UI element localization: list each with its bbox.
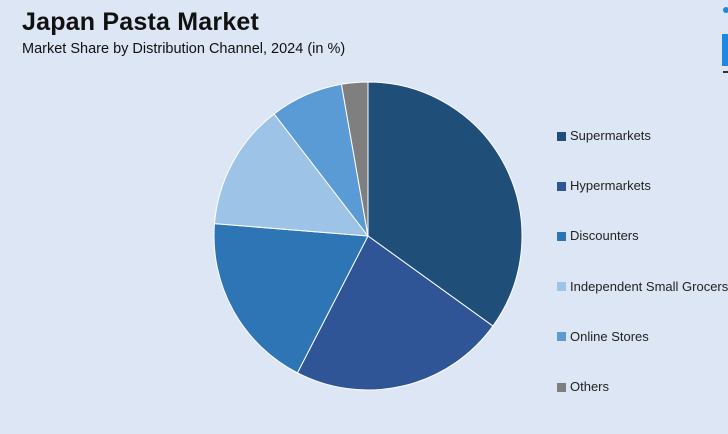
legend-swatch <box>557 131 566 141</box>
legend-item-independent-small-grocers: Independent Small Grocers <box>557 262 728 312</box>
legend-swatch <box>557 382 566 392</box>
legend-item-supermarkets: Supermarkets <box>557 111 728 161</box>
legend-swatch <box>557 181 566 191</box>
legend-label: Discounters <box>570 228 639 244</box>
legend-item-others: Others <box>557 362 728 412</box>
chart-title: Japan Pasta Market <box>22 8 260 36</box>
chart-subtitle: Market Share by Distribution Channel, 20… <box>22 41 346 57</box>
legend-label: Online Stores <box>570 328 649 344</box>
chart-legend: Supermarkets Hypermarkets Discounters Indep… <box>557 111 728 412</box>
legend-label: Others <box>570 379 610 395</box>
brand-logo-icon <box>718 0 728 80</box>
legend-swatch <box>557 231 566 241</box>
legend-label: Hypermarkets <box>570 178 651 194</box>
legend-item-discounters: Discounters <box>557 211 728 261</box>
pie-slice-independent-small-grocers <box>213 113 370 237</box>
pie-slice-others <box>340 81 369 237</box>
legend-label: Independent Small Grocers <box>570 278 728 294</box>
legend-item-hypermarkets: Hypermarkets <box>557 161 728 211</box>
pie-slice-discounters <box>213 223 369 374</box>
pie-slice-hypermarkets <box>296 235 494 391</box>
legend-swatch <box>557 332 566 342</box>
pie-slice-supermarkets <box>367 81 523 327</box>
legend-label: Supermarkets <box>570 128 651 144</box>
legend-swatch <box>557 282 566 292</box>
chart-header: Japan Pasta Market Market Share by Distr… <box>22 6 345 59</box>
legend-item-online-stores: Online Stores <box>557 312 728 362</box>
